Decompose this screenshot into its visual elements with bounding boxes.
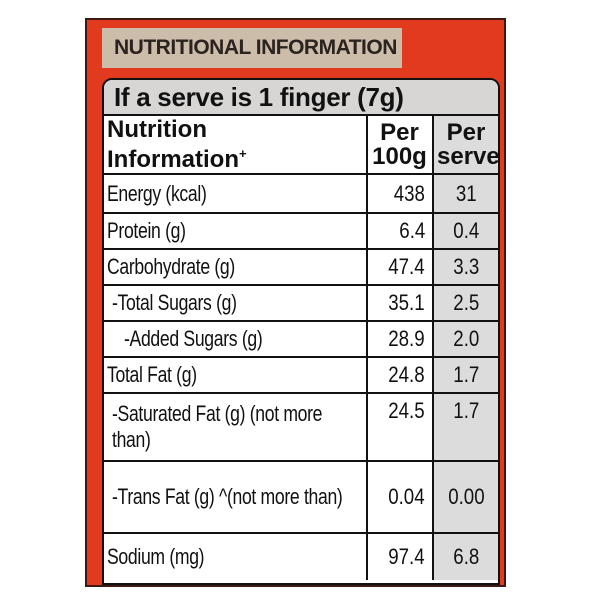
table-header-row: Nutrition Information+ Per 100g Per serv…: [104, 116, 498, 174]
per100g-value: 0.04: [388, 484, 425, 509]
table-row: -Added Sugars (g) 28.9 2.0: [104, 320, 498, 357]
nutrient-name: Energy (kcal): [107, 180, 207, 206]
serve-size-text: If a serve is 1 finger (7g): [114, 81, 404, 112]
panel-header: NUTRITIONAL INFORMATION: [102, 28, 402, 68]
nutrient-name: Sodium (mg): [107, 544, 205, 569]
nutrient-name: -Saturated Fat (g) (not more than): [112, 401, 323, 452]
per100g-value: 438: [394, 180, 426, 206]
perserve-value: 0.4: [452, 218, 480, 243]
nutrient-name: Total Fat (g): [107, 362, 197, 387]
serve-size-band: If a serve is 1 finger (7g): [104, 80, 498, 116]
nutrient-name: -Trans Fat (g) ^(not more than): [112, 484, 343, 509]
per100g-value: 35.1: [388, 290, 425, 315]
nutrient-name: Protein (g): [107, 218, 186, 243]
perserve-value: 0.00: [447, 484, 485, 509]
per100g-value: 6.4: [399, 218, 426, 243]
per100g-value: 24.8: [388, 362, 425, 387]
perserve-value: 1.7: [452, 398, 480, 423]
header-perserve-line2: serve: [437, 142, 500, 170]
nutrient-name: -Total Sugars (g): [112, 290, 237, 315]
nutrient-name: -Added Sugars (g): [124, 326, 263, 351]
per100g-value: 47.4: [388, 254, 425, 279]
perserve-value: 3.3: [452, 254, 480, 279]
table-row: -Saturated Fat (g) (not more than) 24.5 …: [104, 392, 498, 461]
perserve-value: 31: [455, 180, 477, 206]
perserve-value: 1.7: [452, 362, 480, 387]
header-perserve: Per serve: [432, 116, 500, 174]
table-row: Sodium (mg) 97.4 6.8: [104, 532, 498, 580]
table-row: -Trans Fat (g) ^(not more than) 0.04 0.0…: [104, 460, 498, 533]
nutrient-name: Carbohydrate (g): [107, 254, 235, 279]
table-row: Energy (kcal) 438 31: [104, 173, 498, 213]
header-per100g: Per 100g: [366, 116, 433, 174]
nutrition-label: If a serve is 1 finger (7g) Nutrition In…: [102, 78, 500, 585]
per100g-value: 97.4: [388, 544, 425, 569]
perserve-value: 6.8: [452, 544, 480, 569]
table-row: Protein (g) 6.4 0.4: [104, 212, 498, 249]
header-nutrient-line2: Information: [107, 145, 239, 173]
header-nutrient-line1: Nutrition: [107, 115, 207, 143]
table-row: Total Fat (g) 24.8 1.7: [104, 356, 498, 393]
header-perserve-line1: Per: [446, 118, 486, 146]
table-row: Carbohydrate (g) 47.4 3.3: [104, 248, 498, 285]
per100g-value: 24.5: [388, 398, 425, 423]
table-row: -Total Sugars (g) 35.1 2.5: [104, 284, 498, 321]
header-nutrient-marker: +: [239, 145, 247, 161]
header-nutrient: Nutrition Information+: [104, 116, 367, 174]
perserve-value: 2.0: [452, 326, 480, 351]
panel-title: NUTRITIONAL INFORMATION: [114, 36, 397, 59]
perserve-value: 2.5: [452, 290, 480, 315]
nutrition-table: Nutrition Information+ Per 100g Per serv…: [104, 116, 498, 580]
per100g-value: 28.9: [388, 326, 425, 351]
nutrition-panel: NUTRITIONAL INFORMATION If a serve is 1 …: [85, 18, 506, 587]
header-per100g-line1: Per: [380, 118, 419, 146]
header-per100g-line2: 100g: [372, 142, 427, 170]
